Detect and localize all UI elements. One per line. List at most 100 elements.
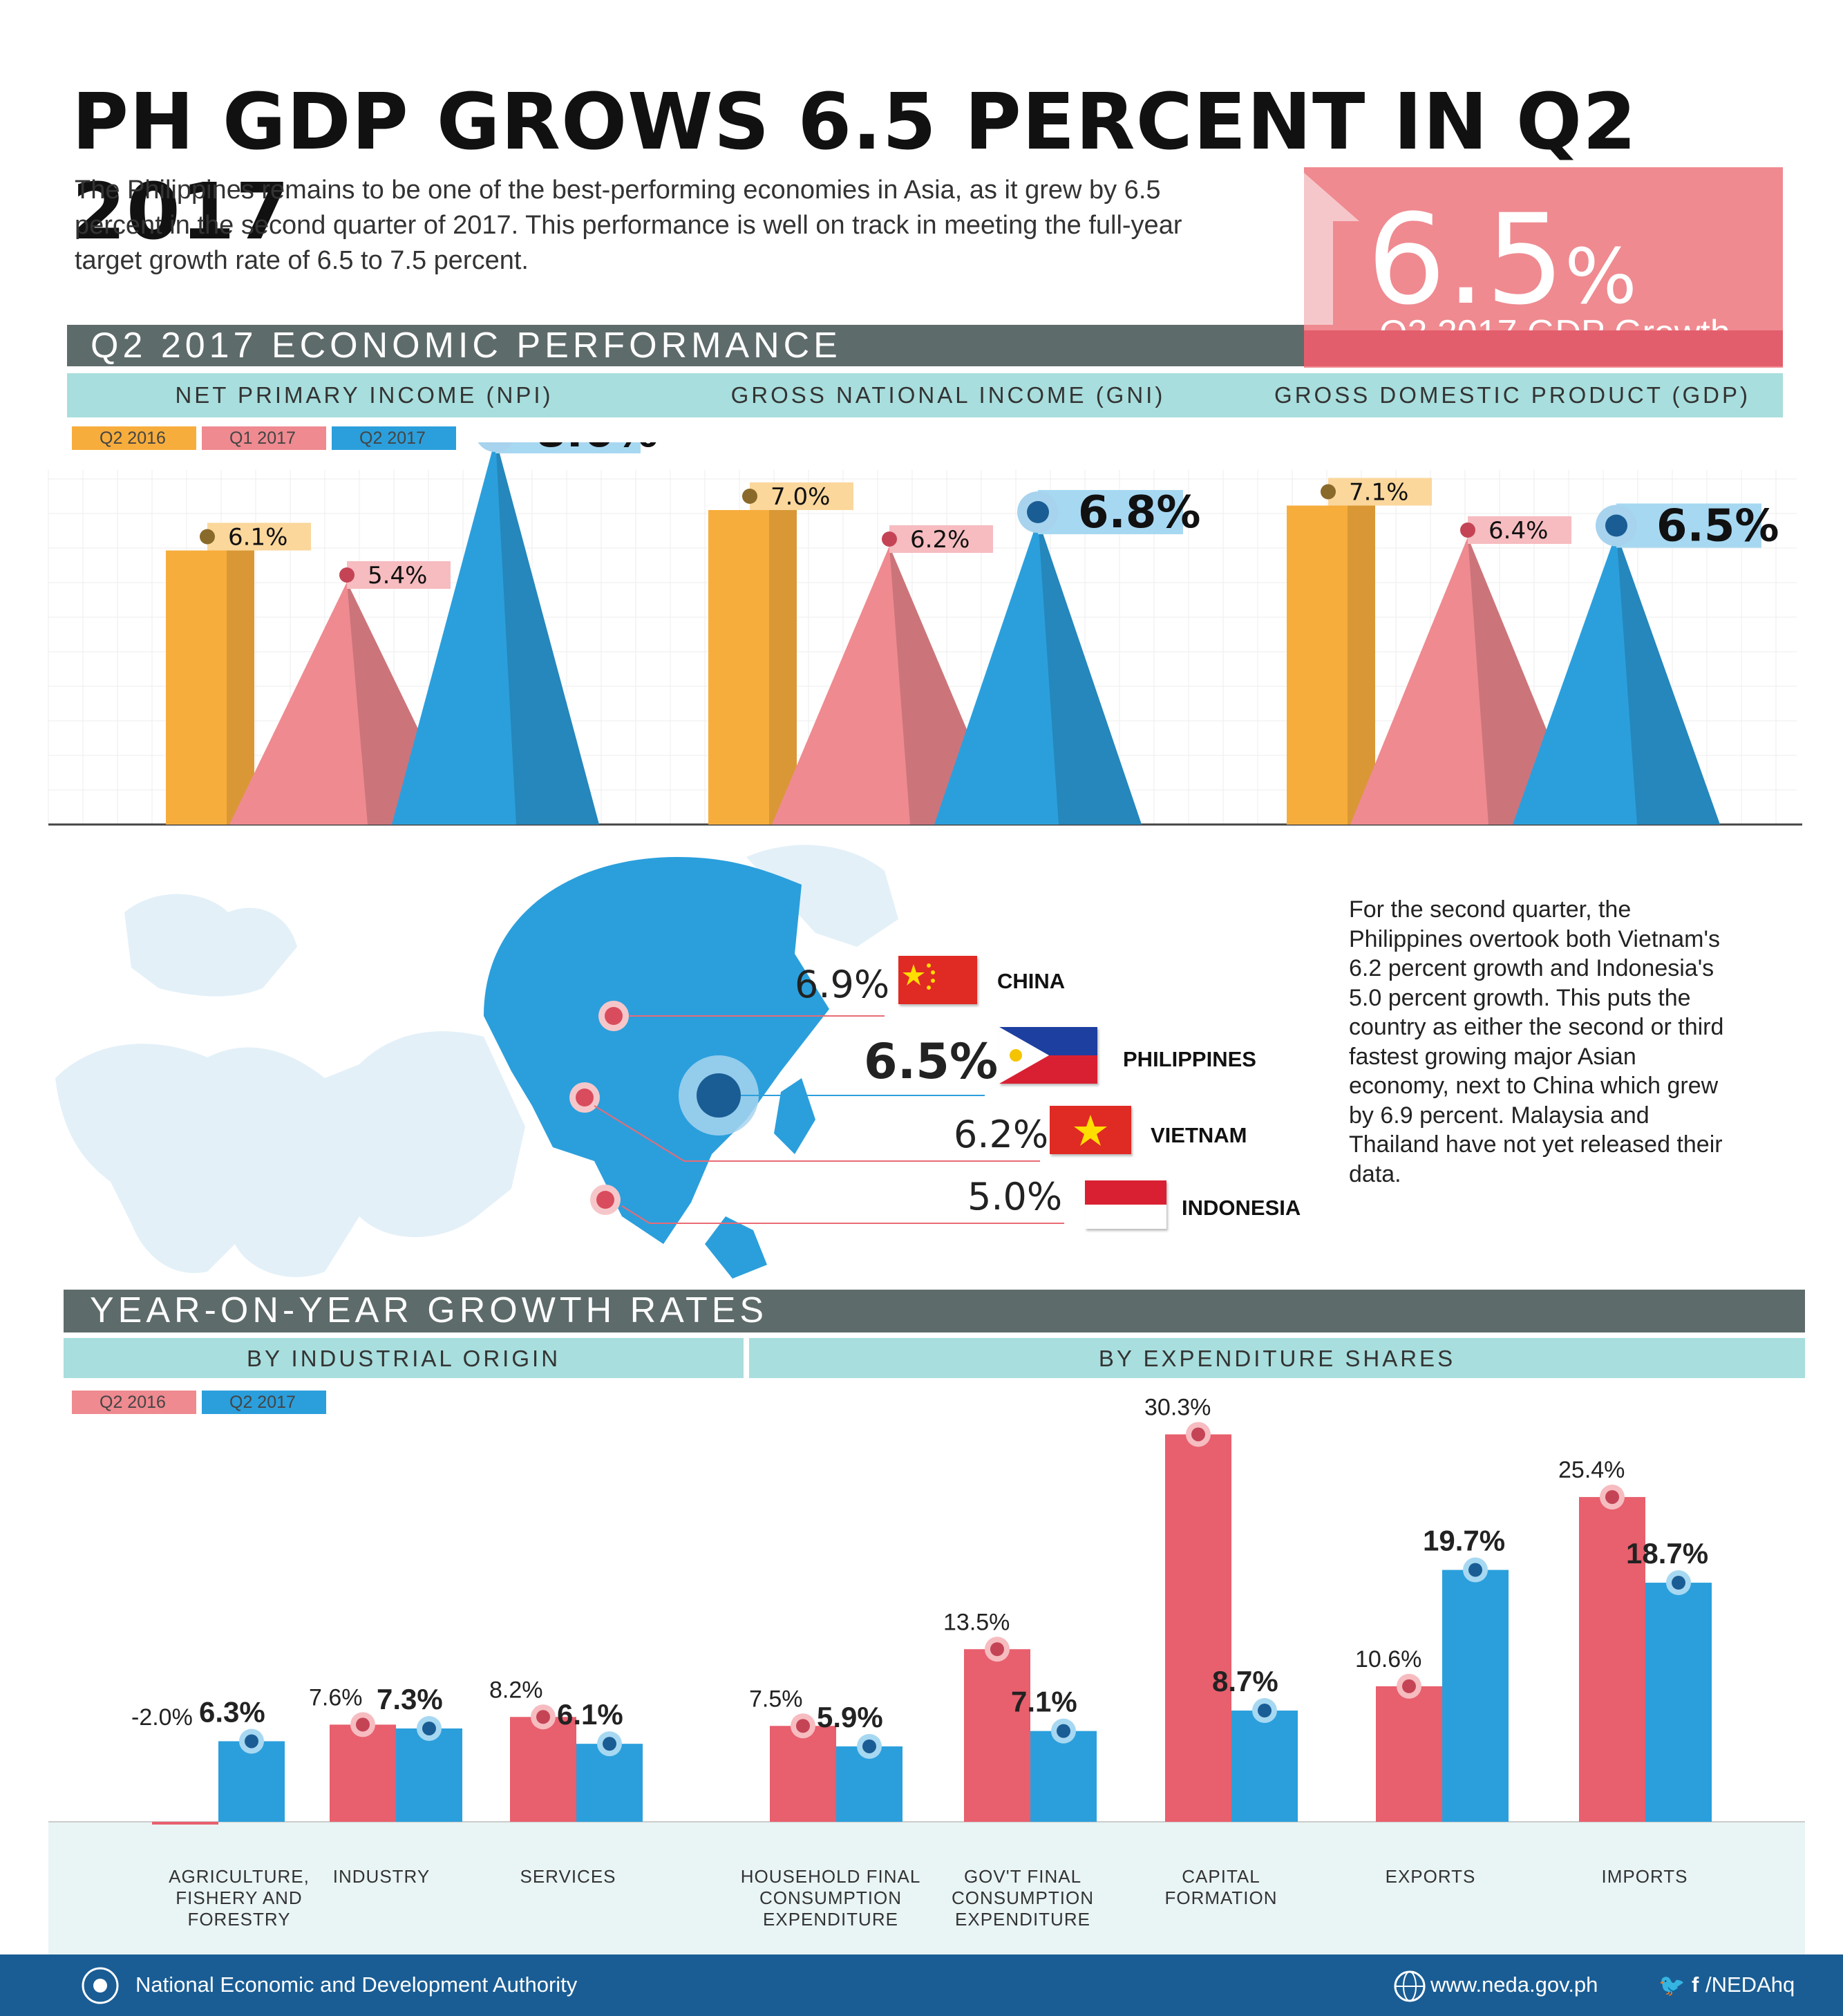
value-dot [536,1710,550,1724]
hero-value: 6.5% [1367,188,1637,332]
value-label: 7.6% [309,1684,363,1711]
value-label: 19.7% [1423,1525,1505,1557]
bar-q2-2016 [152,1822,218,1825]
indonesia-flag-icon [1085,1180,1166,1229]
bar-q2-2017 [576,1744,643,1822]
subheader-gni: GROSS NATIONAL INCOME (GNI) [730,382,1166,408]
bar-q2-2016 [1579,1497,1645,1822]
category-label: EXPORTS [1385,1866,1476,1887]
bar-q2-2017 [1030,1731,1097,1822]
value-dot [796,1719,810,1733]
hero-box-band [1304,330,1783,366]
subheader-industrial-origin: BY INDUSTRIAL ORIGIN [64,1338,744,1378]
value-label-bg [1616,503,1761,548]
value-label: 7.3% [377,1683,443,1715]
world-map [55,845,1064,1279]
value-label-bg [1328,478,1432,506]
value-dot [1402,1679,1416,1693]
value-label: 6.3% [199,1695,265,1728]
value-dot [1460,522,1475,538]
globe-icon [1394,1970,1426,2002]
bar-q2-2017 [218,1741,285,1822]
value-dot [200,529,215,545]
bar-shade [227,550,254,825]
bar-q2-2017 [1231,1711,1298,1822]
philippines-marker [697,1073,741,1118]
value-label-bg [1468,516,1571,544]
china-label: CHINA [997,969,1066,993]
footer-website-link[interactable]: www.neda.gov.ph [1430,1972,1598,1997]
indonesia-label: INDONESIA [1182,1196,1301,1220]
bar-q2-2017 [836,1746,902,1822]
facebook-icon[interactable]: f [1692,1972,1699,1997]
value-dot [862,1739,876,1753]
value-label-bg [347,561,451,589]
subheader-gdp: GROSS DOMESTIC PRODUCT (GDP) [1274,382,1750,408]
philippines-value: 6.5% [864,1033,999,1090]
value-label: 7.1% [1011,1686,1077,1718]
value-dot [1191,1427,1205,1442]
bar-q2-2016 [1165,1434,1231,1822]
value-dot [245,1734,258,1749]
value-label: 25.4% [1558,1457,1625,1483]
subheader-npi: NET PRIMARY INCOME (NPI) [175,382,554,408]
value-label-bg [889,525,993,553]
value-label: 8.7% [1212,1665,1278,1697]
china-value: 6.9% [795,963,890,1006]
triangle-bar-shade [1616,532,1720,825]
value-label: 6.8% [1078,487,1201,538]
value-dot [1605,1490,1619,1505]
footer: National Economic and Development Author… [0,1954,1843,2016]
value-label: 6.5% [1656,501,1779,552]
value-label: 6.2% [910,526,970,554]
value-dot [422,1721,436,1735]
bar-q2-2016 [510,1717,576,1822]
yoy-growth-chart: -2.0% 7.6% 8.2% 7.5% 13.5% 30.3% 10.6% 25.4% 6.3… [48,1394,1805,1825]
legend2-q2-2016: Q2 2016 [72,1391,196,1414]
page-title: PH GDP GROWS 6.5 PERCENT IN Q2 2017 [72,77,1637,257]
bar-q2-2017 [1442,1570,1509,1822]
value-dot [339,567,355,583]
value-dot [1027,501,1049,523]
intro-text: The Philippines remains to be one of the… [75,176,1182,275]
vietnam-label: VIETNAM [1151,1123,1247,1147]
value-dot [1321,484,1336,500]
bar-q2-2016 [330,1724,396,1822]
indonesia-value: 5.0% [967,1175,1063,1218]
value-label: 18.7% [1626,1537,1708,1570]
value-label: 8.2% [489,1677,543,1703]
category-labels: AGRICULTURE, FISHERY AND FORESTRY INDUSTR… [0,1866,1843,1942]
section-header-economic-performance: Q2 2017 ECONOMIC PERFORMANCE [67,325,1304,366]
value-dot [1258,1704,1272,1718]
value-label: 6.1% [228,524,287,552]
up-arrow-icon [1304,173,1359,325]
value-dot [742,489,757,504]
value-dot [356,1717,370,1732]
twitter-icon[interactable]: 🐦 [1658,1973,1685,1997]
bar-q2-2016 [770,1726,836,1822]
legend-q2-2017: Q2 2017 [332,426,456,450]
regional-comparison-text: For the second quarter, the Philippines … [1349,896,1724,1187]
value-label: 5.4% [368,562,427,590]
value-dot [1057,1724,1070,1738]
legend-q2-2016: Q2 2016 [72,426,196,450]
legend2-q2-2017: Q2 2017 [202,1391,326,1414]
value-dot [882,531,897,547]
category-label: SERVICES [520,1866,616,1887]
category-label: IMPORTS [1601,1866,1688,1887]
value-label: 6.4% [1488,517,1548,545]
category-label: HOUSEHOLD FINAL CONSUMPTION EXPENDITURE [740,1866,921,1930]
value-label: 10.6% [1355,1646,1421,1673]
value-label: 7.1% [1349,479,1408,507]
value-label-bg [750,482,853,510]
value-dot [990,1642,1004,1657]
value-label: 30.3% [1144,1394,1211,1420]
value-label: -2.0% [131,1704,193,1731]
value-label-bg [207,522,311,551]
footer-social-handle[interactable]: /NEDAhq [1705,1972,1795,1997]
bar-q2-2016 [964,1649,1030,1822]
category-band [48,1822,1805,1954]
value-dot [1672,1576,1685,1590]
value-dot [603,1737,616,1751]
triangle-bar-shade [1038,519,1142,825]
